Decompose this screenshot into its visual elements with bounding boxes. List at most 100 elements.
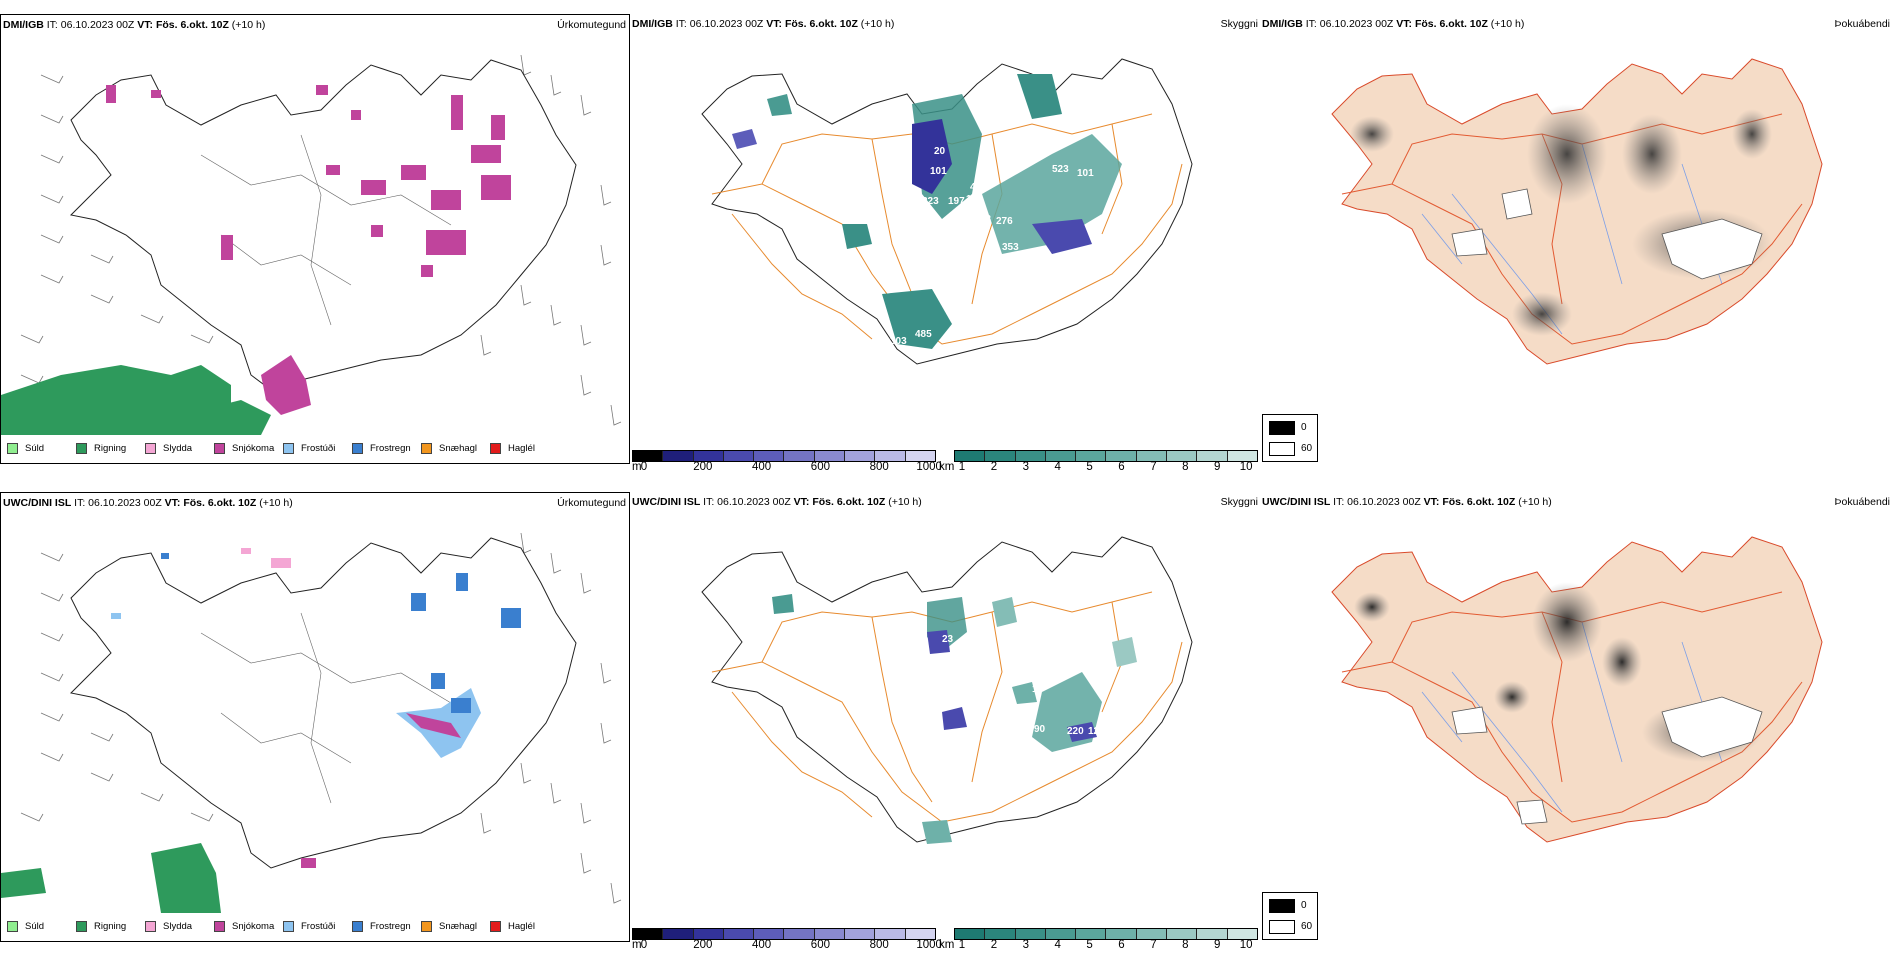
cloud-base-fill — [732, 74, 1122, 349]
glaciers — [1451, 696, 1763, 825]
cloud-label: 353 — [1002, 242, 1019, 253]
cloud-label: 152 — [1050, 268, 1067, 279]
cloud-label: 101 — [930, 166, 947, 177]
legend-swatch — [490, 920, 501, 932]
snow-areas — [106, 85, 511, 415]
legend-item-rain: Rigning — [76, 440, 145, 456]
cloud-label: 276 — [996, 216, 1013, 227]
cloud-label: 167 — [1077, 268, 1094, 279]
precip-legend: Súld Rigning Slydda Snjókoma Frostúði Fr… — [7, 440, 559, 456]
cloud-label: 486 — [804, 286, 821, 297]
coastline — [69, 537, 577, 869]
wind-barbs — [20, 54, 622, 426]
rivers — [1421, 143, 1723, 335]
iceland-map-fog — [1331, 58, 1823, 365]
panel-type-label: Úrkomutegund — [557, 19, 626, 31]
glaciers — [1451, 188, 1763, 280]
fog-legend-label: 60 — [1301, 921, 1313, 932]
legend-item-hail: Haglél — [490, 918, 559, 934]
cloudbase-colorbar-m — [632, 928, 936, 940]
cloud-label: 197 — [948, 196, 965, 207]
cloud-label: 90 — [1034, 724, 1046, 735]
panel-type-label: Þokuábendi — [1834, 18, 1890, 30]
cloud-label: 1 — [1012, 726, 1018, 737]
cloud-label: 303 — [890, 336, 907, 347]
legend-swatch — [283, 442, 294, 454]
precip-type-panel: UWC/DINI ISL IT: 06.10.2023 00Z VT: Fös.… — [0, 492, 630, 942]
panel-title: UWC/DINI ISL IT: 06.10.2023 00Z VT: Fös.… — [632, 496, 922, 508]
fog-legend-label: 0 — [1301, 900, 1307, 911]
cloud-base-labels: 20 101 223 197 138 495 523 101 276 353 1… — [804, 140, 1094, 347]
legend-item-freezing-drizzle: Frostúði — [283, 918, 352, 934]
legend-swatch — [421, 920, 432, 932]
cloud-label: 548 — [1002, 140, 1019, 151]
cloud-label: 485 — [915, 329, 932, 340]
iceland-map-precip — [1, 532, 622, 913]
precip-legend: Súld Rigning Slydda Snjókoma Frostúði Fr… — [7, 918, 559, 934]
cloud-label: 23 — [942, 634, 954, 645]
cloud-label: 23 — [980, 214, 992, 225]
legend-swatch — [421, 442, 432, 454]
iceland-map-fog — [1331, 536, 1823, 843]
cbar-unit-m: m — [632, 939, 642, 951]
cloud-label: 495 — [970, 182, 987, 193]
cbar-ticks-m: 0 200 400 600 800 1000 — [640, 461, 942, 473]
legend-item-freezing-drizzle: Frostúði — [283, 440, 352, 456]
fog-swatch-60 — [1269, 920, 1295, 934]
legend-swatch — [352, 442, 363, 454]
precip-areas — [111, 548, 521, 868]
rain-areas — [1, 843, 221, 913]
cloud-base-panel: DMI/IGB IT: 06.10.2023 00Z VT: Fös. 6.ok… — [632, 14, 1258, 473]
panel-type-label: Úrkomutegund — [557, 497, 626, 509]
coastline — [701, 536, 1193, 843]
cloudbase-colorbar-m — [632, 450, 936, 462]
legend-item-snow: Snjókoma — [214, 918, 283, 934]
iceland-map-cloudbase: 23 18 90 220 129 1 — [701, 536, 1193, 844]
panel-type-label: Skyggni — [1220, 496, 1258, 508]
cloud-label: 523 — [1052, 164, 1069, 175]
legend-swatch — [145, 920, 156, 932]
coastline — [701, 58, 1193, 365]
fog-panel: DMI/IGB IT: 06.10.2023 00Z VT: Fös. 6.ok… — [1262, 14, 1896, 464]
panel-type-label: Þokuábendi — [1834, 496, 1890, 508]
cloudbase-colorbar-km — [954, 450, 1258, 462]
legend-item-snow: Snjókoma — [214, 440, 283, 456]
rain-areas — [1, 365, 271, 435]
legend-swatch — [7, 442, 18, 454]
panel-title: DMI/IGB IT: 06.10.2023 00Z VT: Fös. 6.ok… — [3, 19, 266, 31]
cloud-label: 223 — [922, 196, 939, 207]
cbar-ticks-km: 1 2 3 4 5 6 7 8 9 10 — [958, 939, 1253, 951]
fog-legend-label: 60 — [1301, 443, 1313, 454]
cloud-label: 18 — [1032, 684, 1044, 695]
legend-item-snow-pellets: Snæhagl — [421, 440, 490, 456]
cloudbase-colorbar-km — [954, 928, 1258, 940]
legend-item-rain: Rigning — [76, 918, 145, 934]
legend-item-freezing-rain: Frostregn — [352, 918, 421, 934]
panel-title: DMI/IGB IT: 06.10.2023 00Z VT: Fös. 6.ok… — [632, 18, 895, 30]
cloud-label: 136 — [982, 272, 999, 283]
legend-swatch — [490, 442, 501, 454]
legend-swatch — [7, 920, 18, 932]
legend-swatch — [76, 920, 87, 932]
legend-item-freezing-rain: Frostregn — [352, 440, 421, 456]
fog-swatch-0 — [1269, 899, 1295, 913]
legend-swatch — [283, 920, 294, 932]
cloud-label: 20 — [934, 146, 946, 157]
precip-type-panel: DMI/IGB IT: 06.10.2023 00Z VT: Fös. 6.ok… — [0, 14, 630, 464]
island-land — [1331, 58, 1823, 365]
cloud-base-panel: UWC/DINI ISL IT: 06.10.2023 00Z VT: Fös.… — [632, 492, 1258, 951]
cbar-ticks-km: 1 2 3 4 5 6 7 8 9 10 — [958, 461, 1253, 473]
fog-swatch-0 — [1269, 421, 1295, 435]
cloud-label: 13 — [927, 232, 939, 243]
cloud-label: 101 — [1077, 168, 1094, 179]
iceland-map-precip — [1, 54, 622, 435]
cbar-unit-km: km — [939, 939, 955, 951]
panel-title: DMI/IGB IT: 06.10.2023 00Z VT: Fös. 6.ok… — [1262, 18, 1525, 30]
legend-swatch — [76, 442, 87, 454]
wind-barbs — [20, 532, 622, 904]
forecast-row-uwc: UWC/DINI ISL IT: 06.10.2023 00Z VT: Fös.… — [0, 478, 1900, 953]
fog-legend: 0 60 — [1262, 892, 1318, 940]
cloud-label: 129 — [1088, 726, 1105, 737]
cbar-unit-m: m — [632, 461, 642, 473]
legend-item-snow-pellets: Snæhagl — [421, 918, 490, 934]
